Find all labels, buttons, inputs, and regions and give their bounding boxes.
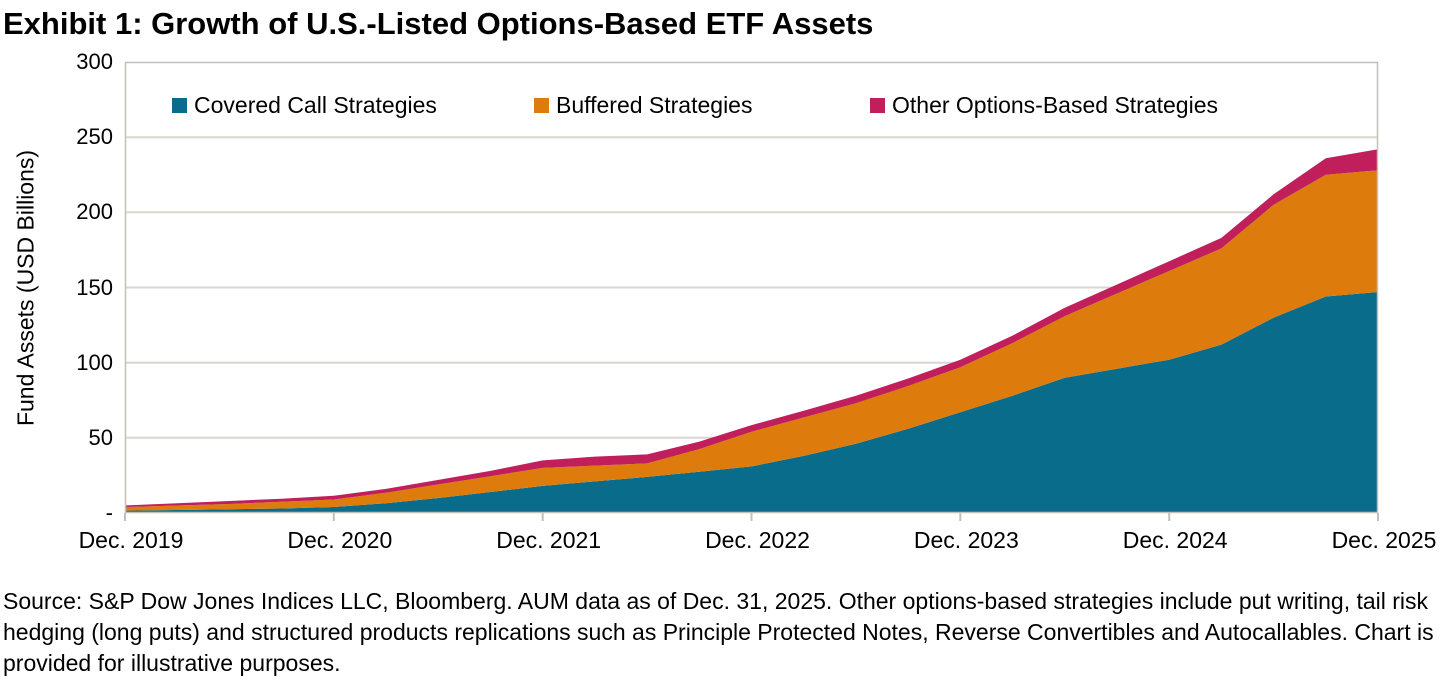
plot-area (124, 61, 1379, 521)
x-tick-label: Dec. 2023 (913, 527, 1019, 553)
y-tick-label: 100 (76, 349, 113, 375)
y-tick-label: - (105, 500, 113, 525)
x-tick-label: Dec. 2025 (1331, 527, 1437, 553)
buffered-swatch-icon (534, 97, 549, 113)
covered-call-swatch-icon (172, 97, 187, 113)
source-note: Source: S&P Dow Jones Indices LLC, Bloom… (3, 588, 1434, 676)
page-title: Exhibit 1: Growth of U.S.-Listed Options… (3, 6, 874, 41)
legend-item-covered-call: Covered Call Strategies (172, 92, 437, 118)
y-tick-label: 300 (76, 49, 113, 74)
x-tick-label: Dec. 2019 (78, 527, 184, 553)
legend-label: Covered Call Strategies (194, 91, 437, 118)
y-tick-label: 200 (76, 199, 113, 225)
area-covered-call-strategies (125, 292, 1378, 513)
x-tick-label: Dec. 2021 (496, 527, 602, 553)
area-buffered-strategies (125, 170, 1378, 511)
y-tick-label: 50 (88, 424, 113, 450)
other-options-swatch-icon (870, 97, 885, 113)
legend: Covered Call Strategies Buffered Strateg… (0, 92, 1445, 122)
plot-border (124, 61, 1379, 514)
x-tick-label: Dec. 2020 (287, 527, 393, 553)
y-tick-label: 150 (76, 274, 113, 300)
legend-item-other-options: Other Options-Based Strategies (870, 92, 1218, 118)
legend-item-buffered: Buffered Strategies (534, 92, 752, 118)
x-tick-label: Dec. 2022 (705, 527, 810, 553)
x-tick-label: Dec. 2024 (1122, 527, 1228, 553)
legend-label: Other Options-Based Strategies (892, 91, 1218, 118)
legend-label: Buffered Strategies (556, 91, 753, 118)
y-tick-label: 250 (76, 124, 113, 150)
